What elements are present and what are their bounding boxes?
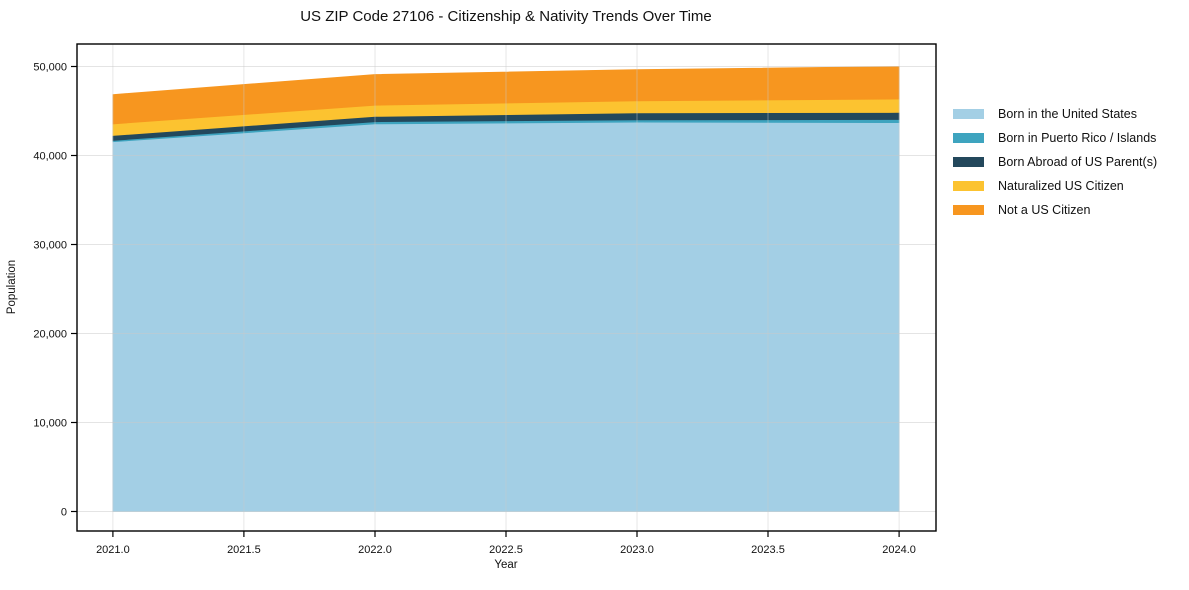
legend-label: Born Abroad of US Parent(s): [998, 154, 1158, 169]
legend-swatch: [953, 204, 984, 215]
x-tick-label: 2023.5: [751, 544, 785, 556]
legend-item: Born Abroad of US Parent(s): [953, 152, 1157, 171]
legend-item: Not a US Citizen: [953, 200, 1157, 219]
y-tick-label: 30,000: [33, 239, 67, 251]
x-tick-label: 2022.0: [358, 544, 392, 556]
y-axis-label: Population: [6, 259, 18, 315]
x-axis-label: Year: [494, 559, 518, 571]
legend-swatch: [953, 132, 984, 143]
chart-title: US ZIP Code 27106 - Citizenship & Nativi…: [300, 8, 712, 25]
x-tick-label: 2021.5: [227, 544, 261, 556]
y-tick-label: 0: [61, 506, 67, 518]
legend-label: Not a US Citizen: [998, 202, 1091, 217]
x-tick-label: 2022.5: [489, 544, 523, 556]
legend: Born in the United States Born in Puerto …: [953, 104, 1157, 224]
legend-label: Born in the United States: [998, 106, 1137, 121]
y-tick-label: 20,000: [33, 328, 67, 340]
legend-swatch: [953, 108, 984, 119]
x-tick-label: 2021.0: [96, 544, 130, 556]
legend-swatch: [953, 180, 984, 191]
x-tick-label: 2023.0: [620, 544, 654, 556]
y-tick-label: 10,000: [33, 417, 67, 429]
legend-label: Naturalized US Citizen: [998, 178, 1124, 193]
legend-item: Naturalized US Citizen: [953, 176, 1157, 195]
legend-label: Born in Puerto Rico / Islands: [998, 130, 1157, 145]
legend-item: Born in the United States: [953, 104, 1157, 123]
x-tick-label: 2024.0: [882, 544, 916, 556]
y-tick-label: 50,000: [33, 61, 67, 73]
legend-swatch: [953, 156, 984, 167]
y-tick-label: 40,000: [33, 150, 67, 162]
legend-item: Born in Puerto Rico / Islands: [953, 128, 1157, 147]
